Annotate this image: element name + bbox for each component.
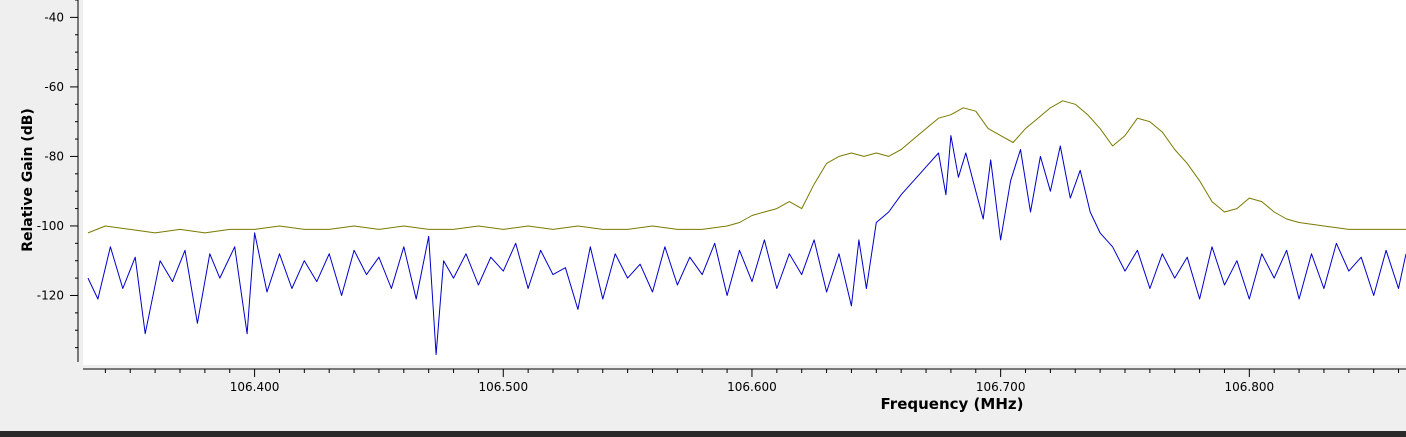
y-tick-label: -80 (44, 149, 64, 163)
y-axis-title: Relative Gain (dB) (20, 108, 36, 252)
y-tick-label: -40 (44, 10, 64, 24)
y-tick-label: -120 (37, 288, 64, 302)
x-axis-title: Frequency (MHz) (881, 395, 1024, 413)
plot-canvas[interactable] (83, 0, 1406, 365)
x-tick-label: 106.600 (727, 380, 777, 394)
y-tick-label: -100 (37, 219, 64, 233)
x-axis: 106.400 106.500 106.600 106.700 106.800 (83, 368, 1406, 394)
x-tick-label: 106.500 (478, 380, 528, 394)
x-tick-label: 106.400 (230, 380, 280, 394)
y-tick-label: -60 (44, 80, 64, 94)
window-bottom-bar (0, 431, 1406, 437)
x-tick-label: 106.700 (976, 380, 1026, 394)
x-tick-label: 106.800 (1225, 380, 1275, 394)
series-line-2 (87, 135, 1406, 356)
y-axis: -40 -60 -80 -100 -120 (37, 0, 79, 362)
series-line-1 (87, 100, 1406, 234)
series-layer (87, 100, 1406, 356)
